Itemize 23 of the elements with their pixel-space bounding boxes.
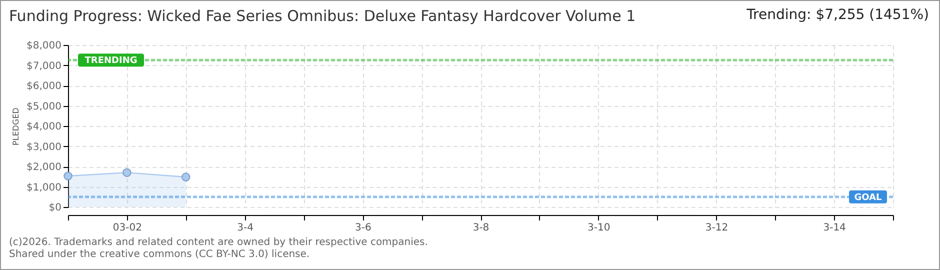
- x-tick-label: 3-8: [472, 222, 490, 234]
- text: Shared under the creative commons (CC BY-NC 3.0) license.: [9, 249, 311, 261]
- y-tick-label: $4,000: [26, 122, 62, 132]
- y-tick-label: $3,000: [26, 142, 62, 153]
- x-tick-label: 3-6: [354, 222, 372, 234]
- x-tick-label: 3-14: [823, 222, 846, 234]
- x-tick-label: 3-4: [237, 222, 254, 234]
- chart-title: Funding Progress: Wicked Fae Series Omnibus: Deluxe Fantasy Hardcover Volume 1: [9, 7, 636, 27]
- chart-subtitle: Trending: $7,255 (1451%): [746, 7, 929, 25]
- x-tick-label: 03-02: [112, 222, 142, 234]
- ref-line-label: TRENDING: [84, 56, 138, 66]
- y-axis-title: PLEDGED: [12, 108, 21, 146]
- x-tick-label: 3-12: [705, 222, 728, 234]
- y-tick-label: $8,000: [26, 40, 62, 52]
- y-tick-label: $0: [48, 202, 62, 214]
- y-tick-label: $1,000: [26, 182, 62, 194]
- y-tick-label: $7,000: [26, 60, 62, 72]
- y-tick-label: $5,000: [26, 101, 62, 112]
- x-tick-label: 3-10: [588, 222, 610, 234]
- y-tick-label: $6,000: [26, 81, 62, 92]
- ref-line-label: GOAL: [854, 192, 882, 203]
- y-tick-label: $2,000: [26, 162, 62, 173]
- text: (c)2026. Trademarks and related content are owned by their respective companies.: [9, 237, 428, 249]
